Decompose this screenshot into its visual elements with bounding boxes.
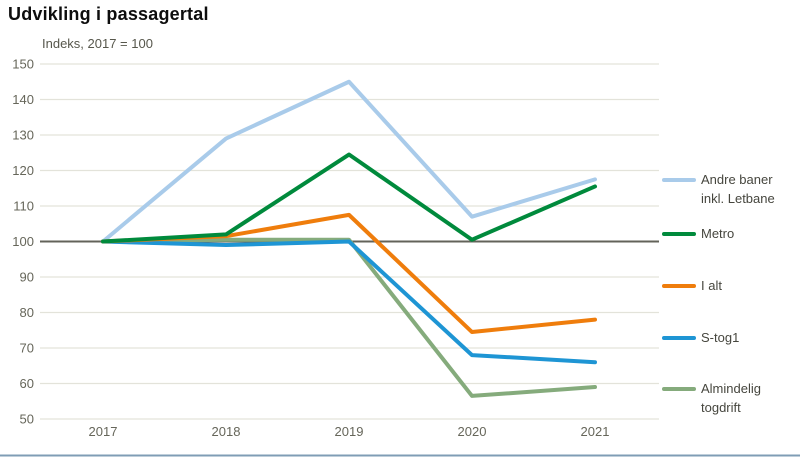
y-axis-tick-label: 130 <box>12 128 34 143</box>
series-line-metro <box>101 152 597 244</box>
x-axis-tick-label: 2020 <box>458 424 487 439</box>
series-line-i-alt <box>101 212 597 335</box>
series-line-andre-baner-inkl-letbane <box>101 79 597 244</box>
y-axis-tick-label: 100 <box>12 234 34 249</box>
y-axis-tick-label: 90 <box>20 270 34 285</box>
y-axis-tick-label: 50 <box>20 412 34 427</box>
chart-subtitle: Indeks, 2017 = 100 <box>42 36 153 51</box>
chart-title: Udvikling i passagertal <box>8 4 209 24</box>
series-line-almindelig-togdrift <box>101 237 597 398</box>
series-line-s-tog1 <box>101 239 597 365</box>
y-axis-tick-label: 140 <box>12 92 34 107</box>
y-axis-tick-label: 120 <box>12 163 34 178</box>
y-axis-tick-label: 150 <box>12 57 34 72</box>
x-axis-tick-label: 2019 <box>335 424 364 439</box>
x-axis-tick-label: 2018 <box>212 424 241 439</box>
x-axis-tick-label: 2021 <box>581 424 610 439</box>
y-axis-tick-label: 70 <box>20 341 34 356</box>
y-axis-tick-label: 80 <box>20 305 34 320</box>
x-axis-tick-label: 2017 <box>89 424 118 439</box>
y-axis-tick-label: 60 <box>20 376 34 391</box>
y-axis-tick-label: 110 <box>13 199 34 214</box>
